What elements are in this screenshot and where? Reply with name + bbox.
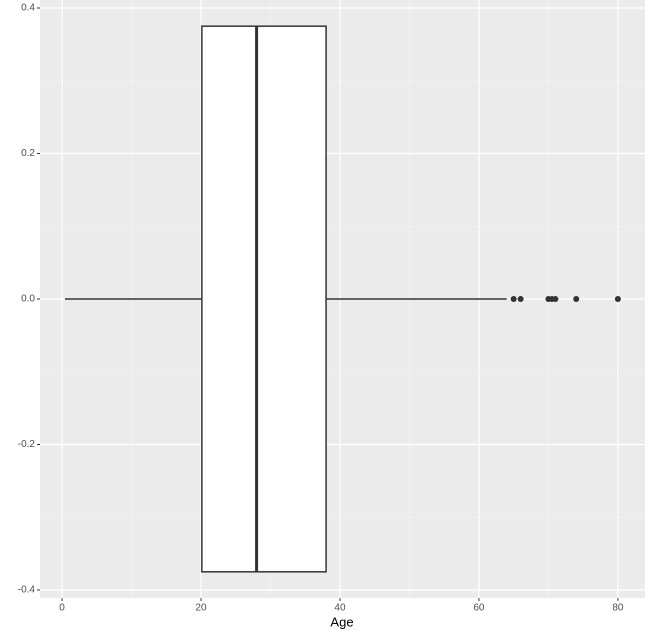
- y-tick-label: 0.4: [21, 3, 35, 14]
- x-tick-label: 80: [612, 603, 624, 614]
- box: [201, 25, 327, 573]
- x-tick-label: 0: [59, 603, 65, 614]
- x-tick-label: 60: [473, 603, 485, 614]
- y-tick-label: 0.2: [21, 148, 35, 159]
- x-tick-label: 40: [334, 603, 346, 614]
- outlier: [552, 296, 559, 302]
- outlier: [614, 296, 621, 302]
- x-tick-label: 20: [195, 603, 207, 614]
- x-axis-title: Age: [330, 614, 353, 629]
- y-tick-label: 0.0: [21, 294, 35, 305]
- outlier: [573, 296, 580, 302]
- y-tick-label: -0.2: [18, 439, 36, 450]
- outlier: [517, 296, 524, 302]
- outlier: [510, 296, 517, 302]
- y-tick-label: -0.4: [18, 585, 36, 596]
